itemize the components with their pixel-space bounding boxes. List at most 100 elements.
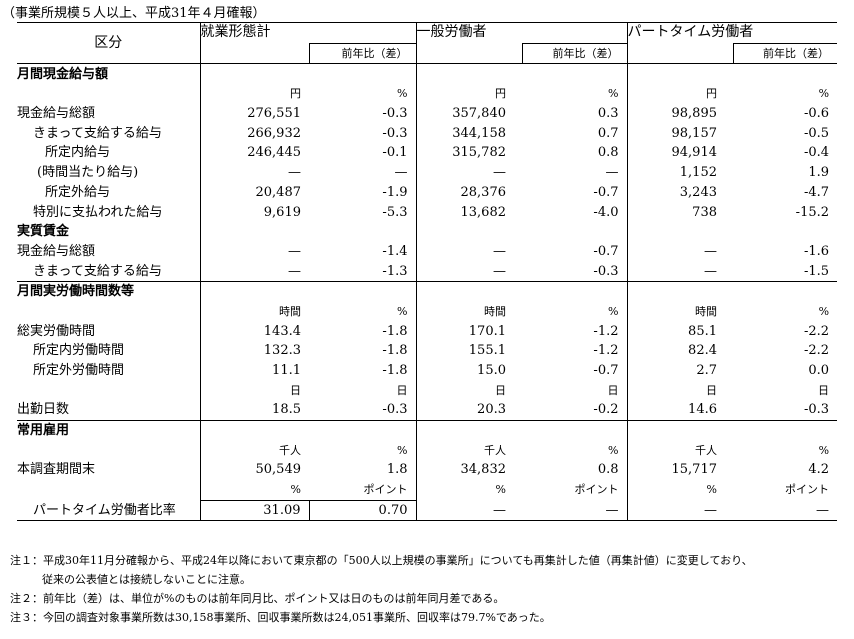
value-cell: -1.9	[382, 184, 408, 200]
row-label: 所定外労働時間	[33, 363, 125, 379]
unit-cell: 時間	[199, 301, 309, 322]
value-cell: 18.5	[199, 400, 309, 421]
value-cell: 315,782	[415, 143, 522, 163]
value-cell: 20,487	[199, 182, 309, 203]
unit-cell: %	[608, 87, 619, 101]
value-cell: —	[415, 261, 522, 282]
value-cell: 11.1	[199, 360, 309, 381]
header-row: 区分 就業形態計 一般労働者 パートタイム労働者	[17, 21, 838, 65]
value-cell: 266,932	[199, 123, 309, 144]
unit-cell: 日	[415, 380, 522, 401]
value-cell: —	[626, 241, 733, 262]
row-label: 所定内給与	[45, 145, 111, 161]
value-cell: 0.7	[597, 125, 619, 141]
section-title-hours: 月間実労働時間数等	[17, 280, 200, 302]
unit-cell: %	[199, 479, 309, 500]
unit-cell: 時間	[626, 301, 733, 322]
row-label: 現金給与総額	[17, 106, 96, 122]
unit-cell: 日	[396, 383, 408, 397]
header-group-general: 一般労働者	[415, 22, 627, 44]
unit-cell: 日	[199, 380, 309, 401]
value-cell: -1.5	[803, 263, 830, 279]
value-cell: 9,619	[199, 202, 309, 222]
value-cell: -0.6	[803, 106, 830, 122]
value-cell: -0.2	[593, 402, 619, 418]
value-cell: -1.4	[382, 243, 408, 259]
footnote-1-line-2: 従来の公表値とは接続しないことに注意。	[42, 573, 251, 586]
value-cell: 155.1	[415, 341, 522, 361]
value-cell: 0.3	[597, 106, 619, 122]
row-label: 総実労働時間	[17, 323, 96, 339]
unit-cell: 千人	[626, 440, 733, 461]
footnote-2: 注２：前年比（差）は、単位が%のものは前年同月比、ポイント又は日のものは前年同月…	[10, 592, 505, 605]
table-row: きまって支給する給与 266,932 -0.3 344,158 0.7 98,1…	[17, 123, 837, 144]
header-group-parttime-label: パートタイム労働者	[627, 24, 754, 41]
value-cell: -0.3	[593, 263, 619, 279]
unit-cell: 円	[626, 84, 733, 104]
header-group-total-label: 就業形態計	[200, 24, 271, 41]
value-cell: —	[522, 500, 627, 522]
footnote-3: 注３：今回の調査対象事業所数は30,158事業所、回収事業所数は24,051事業…	[10, 611, 551, 624]
footnote-1-line-1: 注１：平成30年11月分確報から、平成24年以降において東京都の「500人以上規…	[10, 554, 753, 567]
value-cell: 98,895	[626, 103, 733, 124]
value-cell: 85.1	[626, 321, 733, 341]
value-cell: —	[626, 261, 733, 282]
value-cell: 0.0	[808, 363, 830, 379]
unit-row: % ポイント % ポイント % ポイント	[17, 479, 837, 500]
table-row: 特別に支払われた給与 9,619 -5.3 13,682 -4.0 738 -1…	[17, 202, 837, 222]
unit-cell: %	[608, 304, 619, 318]
unit-cell: 円	[199, 84, 309, 104]
unit-cell: 円	[415, 84, 522, 104]
value-cell: —	[394, 165, 408, 181]
value-cell: —	[605, 165, 619, 181]
row-label: 所定外給与	[45, 184, 111, 200]
table-row: 所定外給与 20,487 -1.9 28,376 -0.7 3,243 -4.7	[17, 182, 837, 203]
unit-cell: %	[397, 304, 408, 318]
row-label: 出勤日数	[17, 402, 70, 418]
value-cell: -1.8	[382, 363, 408, 379]
value-cell: —	[733, 500, 838, 522]
value-cell: 82.4	[626, 341, 733, 361]
unit-cell: 日	[818, 383, 830, 397]
value-cell: —	[415, 162, 522, 183]
value-cell: 0.8	[597, 145, 619, 161]
value-cell: -0.4	[803, 145, 830, 161]
table-row: (時間当たり給与) — — — — 1,152 1.9	[17, 162, 837, 183]
row-label: 本調査期間末	[17, 462, 96, 478]
value-cell: -0.7	[593, 243, 619, 259]
section-title-real-wages: 実質賃金	[17, 224, 70, 240]
unit-cell: 千人	[199, 440, 309, 461]
statistics-table: 区分 就業形態計 一般労働者 パートタイム労働者 前年比（差） 前年比（差） 前…	[17, 21, 838, 522]
value-cell: -4.0	[593, 204, 619, 220]
value-cell: -2.2	[803, 343, 830, 359]
unit-cell: %	[397, 443, 408, 457]
unit-cell: %	[397, 87, 408, 101]
value-cell: 15,717	[626, 460, 733, 480]
value-cell: -0.7	[593, 184, 619, 200]
section-row-wages: 月間現金給与額	[17, 63, 837, 85]
table-row: 本調査期間末 50,549 1.8 34,832 0.8 15,717 4.2	[17, 460, 837, 480]
value-cell: 0.8	[597, 462, 619, 478]
value-cell: 4.2	[808, 462, 830, 478]
value-cell: 170.1	[415, 321, 522, 341]
value-cell: —	[415, 500, 522, 522]
table-row: きまって支給する給与 — -1.3 — -0.3 — -1.5	[17, 261, 837, 282]
value-cell: -1.3	[382, 263, 408, 279]
value-cell: -0.3	[382, 106, 408, 122]
value-cell: 1,152	[626, 162, 733, 183]
unit-cell: %	[818, 87, 830, 101]
value-cell: 20.3	[415, 400, 522, 421]
value-cell: 1.8	[386, 462, 408, 478]
yoy-header-parttime: 前年比（差）	[732, 42, 838, 65]
table-row: 所定内給与 246,445 -0.1 315,782 0.8 94,914 -0…	[17, 143, 837, 163]
row-label: 現金給与総額	[17, 243, 96, 259]
value-cell: 31.09	[199, 499, 309, 522]
header-group-parttime: パートタイム労働者	[626, 22, 838, 44]
table-row: パートタイム労働者比率 31.09 0.70 — — — —	[17, 499, 838, 522]
value-cell: 34,832	[415, 460, 522, 480]
value-cell: 13,682	[415, 202, 522, 222]
value-cell: 344,158	[415, 123, 522, 144]
row-label: きまって支給する給与	[33, 263, 162, 279]
value-cell: 98,157	[626, 123, 733, 144]
value-cell: 94,914	[626, 143, 733, 163]
